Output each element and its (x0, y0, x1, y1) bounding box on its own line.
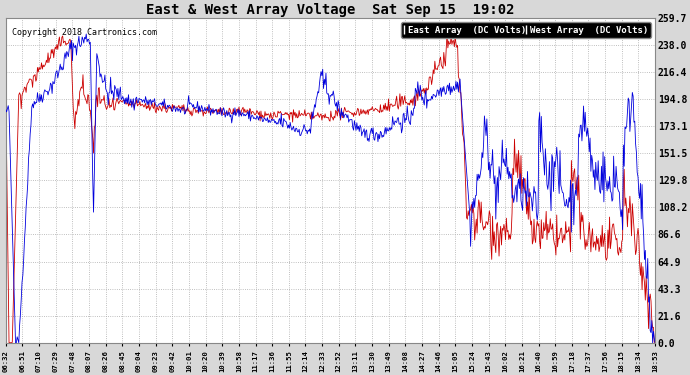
Text: Copyright 2018 Cartronics.com: Copyright 2018 Cartronics.com (12, 28, 157, 37)
Legend: East Array  (DC Volts), West Array  (DC Volts): East Array (DC Volts), West Array (DC Vo… (402, 22, 651, 38)
Title: East & West Array Voltage  Sat Sep 15  19:02: East & West Array Voltage Sat Sep 15 19:… (146, 3, 515, 17)
